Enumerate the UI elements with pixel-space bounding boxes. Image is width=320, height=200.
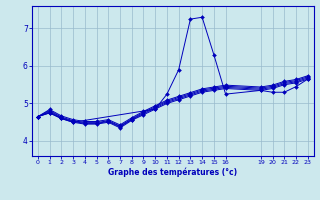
X-axis label: Graphe des températures (°c): Graphe des températures (°c)	[108, 168, 237, 177]
